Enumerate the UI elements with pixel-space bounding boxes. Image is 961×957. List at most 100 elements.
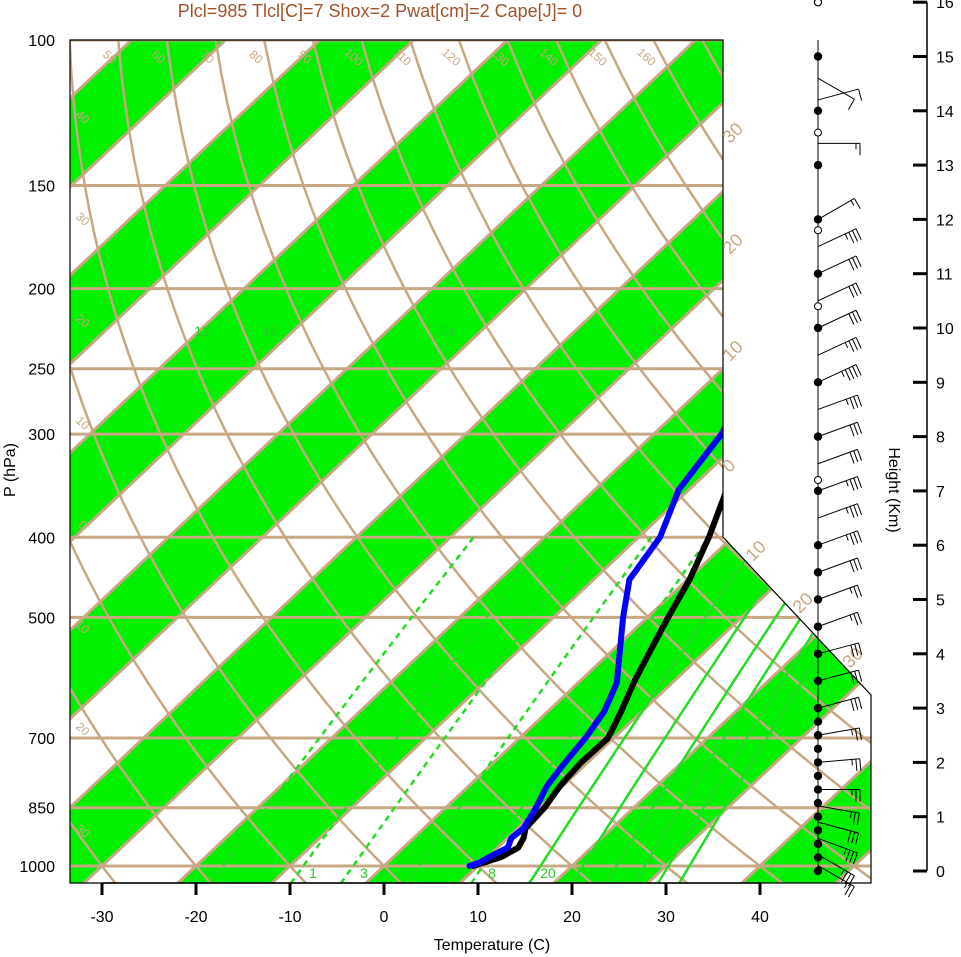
wind-barb-staff — [817, 309, 857, 329]
wind-barb-feather — [849, 560, 855, 573]
height-marker-open — [814, 128, 822, 137]
wind-barb-staff — [817, 727, 860, 736]
wind-barb-feather — [858, 88, 863, 101]
height-marker — [813, 771, 823, 781]
wind-barb-feather — [845, 534, 849, 541]
wind-barb-feather — [848, 259, 855, 271]
wind-barb-feather — [845, 399, 849, 405]
isotherm-line — [458, 40, 871, 883]
height-axis-title: Height (Km) — [885, 447, 902, 532]
wind-barb-feather — [851, 257, 858, 269]
saturated-mr-label: 8 — [488, 865, 496, 881]
wind-barb-feather — [849, 506, 855, 518]
wind-barb-staff — [817, 642, 859, 655]
wind-barb-feather — [849, 451, 855, 464]
wind-barb-feather — [851, 366, 858, 378]
wind-barb-staff — [817, 394, 858, 410]
wind-barb-feather — [849, 533, 855, 546]
wind-barb-feather — [854, 832, 860, 845]
isotherm-line — [70, 40, 455, 883]
dry-adiabat — [445, 40, 871, 883]
height-marker — [813, 52, 823, 61]
mixing-ratio-line — [339, 536, 593, 883]
mixing-ratio-line — [289, 536, 548, 883]
wind-barb-feather — [853, 559, 859, 571]
height-tick-label: 7 — [936, 484, 945, 501]
dry-adiabat — [70, 40, 117, 883]
wind-barb-staff — [817, 228, 857, 248]
wind-barb-feather — [850, 200, 855, 206]
pressure-tick-label: 250 — [28, 362, 55, 379]
wind-barb-feather — [848, 313, 855, 325]
wind-barb-staff — [817, 503, 858, 519]
wind-barb-feather — [844, 884, 852, 896]
wind-barb-staff — [817, 336, 857, 356]
wind-barb-feather — [847, 830, 852, 843]
temperature-tick-label: -20 — [184, 909, 207, 926]
wind-barb-staff — [817, 821, 859, 834]
isotherm-line — [552, 40, 871, 883]
pressure-tick-label: 500 — [28, 610, 55, 627]
pressure-tick-label: 200 — [28, 282, 55, 299]
dry-adiabat — [492, 40, 871, 883]
wind-barb-feather — [850, 672, 855, 684]
height-tick-label: 9 — [936, 375, 945, 392]
x-axis-title: Temperature (C) — [434, 937, 550, 954]
temperature-tick-label: -10 — [278, 909, 301, 926]
saturated-mr-label: 20 — [540, 865, 556, 881]
wind-barb-feather — [851, 831, 856, 844]
wind-barb-staff — [817, 837, 858, 854]
height-tick-label: 10 — [936, 321, 954, 338]
wind-barb-staff — [817, 865, 855, 888]
height-marker — [813, 826, 823, 835]
height-tick-label: 8 — [936, 430, 945, 447]
temperature-tick-label: 0 — [380, 909, 389, 926]
wind-barb-feather — [844, 342, 849, 349]
pressure-tick-label: 300 — [28, 427, 55, 444]
height-marker — [813, 853, 823, 862]
wind-barb-feather — [856, 612, 863, 624]
wind-barb-staff — [817, 557, 858, 573]
wind-barb-feather — [855, 364, 862, 376]
mixing-ratio-label: 16 — [262, 323, 278, 339]
wind-barb-feather — [845, 507, 849, 514]
height-marker — [813, 839, 823, 849]
wind-barb-staff — [817, 530, 858, 546]
height-marker — [813, 106, 823, 116]
wind-barb-feather — [853, 396, 859, 408]
saturated-mr-label: 1 — [309, 865, 317, 881]
wind-barb-feather — [852, 852, 858, 865]
pressure-tick-label: 850 — [28, 801, 55, 818]
mixing-ratio-label: 32 — [649, 323, 665, 339]
mixing-ratio-line — [208, 536, 475, 883]
wind-barb-feather — [848, 231, 855, 244]
isotherm-band — [70, 40, 642, 883]
wind-barb-staff — [817, 854, 855, 877]
height-marker — [813, 812, 823, 821]
wind-barb-feather — [844, 369, 851, 381]
wind-barb-staff — [817, 584, 858, 600]
wind-barb-feather — [855, 337, 862, 349]
wind-barb-feather — [849, 587, 853, 594]
wind-barb-feather — [858, 642, 863, 655]
wind-barb-staff — [817, 77, 855, 100]
wind-barb-feather — [856, 813, 860, 826]
wind-barb-feather — [851, 759, 853, 766]
dry-adiabat — [209, 40, 784, 883]
isotherm-line — [70, 40, 643, 883]
height-tick-label: 2 — [936, 755, 945, 772]
height-tick-label: 0 — [936, 864, 945, 881]
wind-barb-feather — [845, 480, 849, 487]
pressure-tick-label: 150 — [28, 178, 55, 195]
wind-barb-staff — [817, 696, 859, 709]
wind-barb-feather — [841, 371, 845, 377]
wind-barb-feather — [855, 228, 862, 240]
wind-barb-feather — [853, 477, 859, 490]
wind-barb-feather — [859, 758, 862, 771]
wind-barb-staff — [817, 758, 860, 763]
isotherm-band — [70, 40, 454, 883]
wind-barb-feather — [853, 423, 859, 436]
wind-barb-staff — [817, 282, 857, 302]
